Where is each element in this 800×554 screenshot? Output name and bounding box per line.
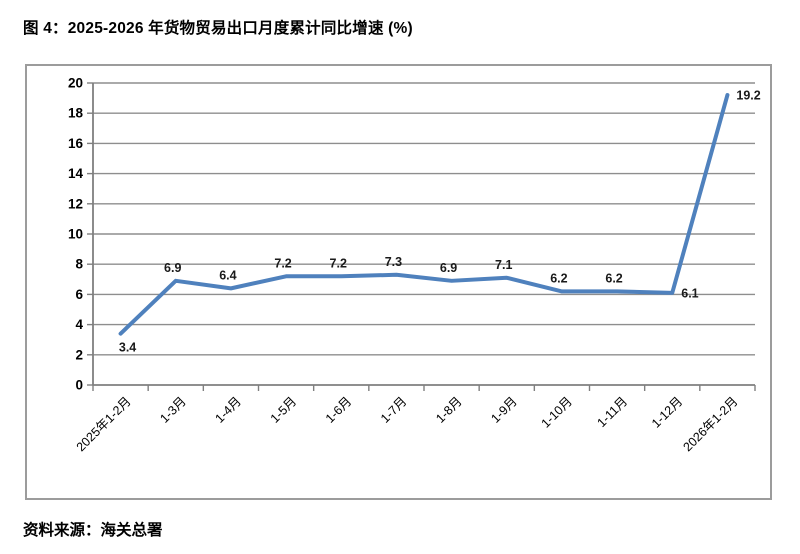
data-point-label: 6.9 [164, 261, 181, 275]
data-point-label: 7.2 [274, 256, 291, 270]
y-axis-tick-label: 20 [68, 76, 83, 91]
data-point-label: 6.2 [605, 271, 622, 285]
data-point-label: 6.4 [219, 268, 236, 282]
y-axis-tick-label: 12 [68, 196, 83, 211]
y-axis-tick-label: 16 [68, 136, 84, 151]
x-axis-tick-label: 2026年1-2月 [681, 394, 741, 454]
data-point-label: 6.2 [550, 271, 567, 285]
y-axis-tick-label: 18 [68, 106, 84, 121]
data-point-label: 6.9 [440, 261, 457, 275]
x-axis-tick-label: 2025年1-2月 [74, 394, 134, 454]
data-point-label: 7.3 [385, 255, 402, 269]
x-axis-tick-label: 1-3月 [157, 394, 189, 426]
x-axis-tick-label: 1-7月 [378, 394, 410, 426]
figure-title: 图 4：2025-2026 年货物贸易出口月度累计同比增速 (%) [23, 20, 413, 37]
y-axis-tick-label: 10 [68, 227, 83, 242]
x-axis-tick-label: 1-12月 [649, 394, 685, 430]
x-axis-tick-label: 1-9月 [488, 394, 520, 426]
y-axis-tick-label: 14 [68, 166, 84, 181]
data-point-label: 19.2 [736, 89, 760, 103]
data-series-line [118, 93, 730, 336]
y-axis-tick-label: 4 [75, 317, 83, 332]
data-point-label: 7.1 [495, 258, 512, 272]
x-axis-tick-label: 1-4月 [213, 394, 245, 426]
x-axis-tick-label: 1-10月 [539, 394, 575, 430]
y-axis-tick-label: 2 [75, 347, 83, 362]
x-axis-tick-label: 1-8月 [433, 394, 465, 426]
x-axis-tick-label: 1-6月 [323, 394, 355, 426]
data-point-label: 7.2 [330, 256, 347, 270]
line-chart: 0 2 4 6 8 10 12 14 16 18 20 2025年1-2月 1-3月 1-4月 1-5月 1-… [68, 76, 761, 455]
chart-frame: 0 2 4 6 8 10 12 14 16 18 20 2025年1-2月 1-3月 1-4月 1-5月 1-… [25, 64, 772, 500]
source-note: 资料来源：海关总署 [23, 522, 163, 539]
x-axis-tick-label: 1-11月 [594, 394, 630, 430]
data-point-label: 6.1 [681, 286, 698, 300]
data-point-label: 3.4 [119, 341, 136, 355]
y-axis-tick-label: 8 [75, 257, 83, 272]
y-axis-tick-label: 6 [75, 287, 83, 302]
y-axis-tick-label: 0 [75, 378, 83, 393]
x-axis-tick-label: 1-5月 [268, 394, 300, 426]
